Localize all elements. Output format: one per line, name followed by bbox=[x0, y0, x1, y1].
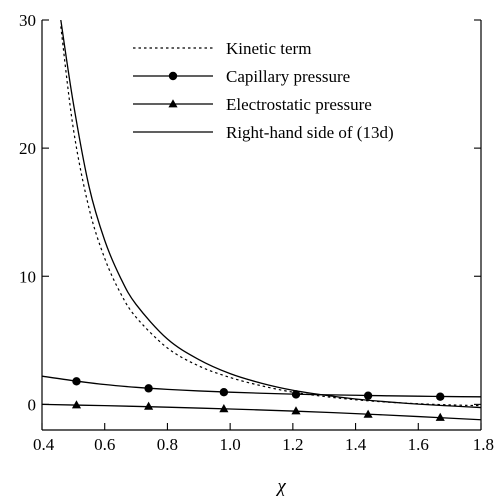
series-line-electrostatic-pressure bbox=[42, 403, 481, 421]
data-point-electrostatic-pressure bbox=[435, 412, 445, 421]
y-tick-label: 10 bbox=[19, 267, 36, 286]
legend-label-right-hand-side: Right-hand side of (13d) bbox=[226, 123, 394, 142]
x-tick-label: 1.2 bbox=[282, 435, 303, 454]
data-point-capillary-pressure bbox=[436, 392, 445, 401]
data-point-capillary-pressure bbox=[363, 391, 373, 400]
data-point-capillary-pressure bbox=[219, 388, 229, 397]
marker-layer bbox=[71, 377, 445, 421]
series-layer bbox=[42, 20, 481, 421]
x-tick-label: 0.8 bbox=[157, 435, 178, 454]
data-point-electrostatic-pressure bbox=[219, 404, 229, 413]
series-line-capillary-pressure bbox=[42, 375, 481, 398]
y-tick-label: 30 bbox=[19, 11, 36, 30]
x-tick-label: 1.0 bbox=[220, 435, 241, 454]
y-tick-label: 0 bbox=[28, 395, 37, 414]
data-point-capillary-pressure bbox=[72, 377, 81, 386]
x-tick-label: 0.4 bbox=[33, 435, 55, 454]
data-point-capillary-pressure bbox=[291, 390, 301, 399]
data-point-capillary-pressure bbox=[144, 384, 153, 393]
x-tick-label: 0.6 bbox=[94, 435, 115, 454]
series-line-right-hand-side bbox=[60, 20, 481, 409]
data-point-electrostatic-pressure bbox=[71, 400, 82, 409]
data-point-electrostatic-pressure bbox=[144, 401, 154, 410]
x-tick-label: 1.4 bbox=[345, 435, 367, 454]
legend-label-electrostatic-pressure: Electrostatic pressure bbox=[226, 95, 372, 114]
legend-label-capillary-pressure: Capillary pressure bbox=[226, 67, 350, 86]
legend-marker-electrostatic-pressure bbox=[168, 99, 178, 108]
legend-marker-capillary-pressure bbox=[168, 71, 178, 81]
axes-layer: 0.4 0.6 0.8 1.0 1.2 1.4 1.6 1.8 0 10 20 30 χ bbox=[19, 11, 494, 497]
legend-label-kinetic-term: Kinetic term bbox=[226, 39, 311, 58]
legend: Kinetic term Capillary pressure Electrosta… bbox=[133, 39, 394, 142]
y-tick-label: 20 bbox=[19, 139, 36, 158]
x-tick-label: 1.8 bbox=[473, 435, 494, 454]
x-tick-label: 1.6 bbox=[408, 435, 429, 454]
x-axis-title: χ bbox=[275, 476, 286, 497]
data-point-electrostatic-pressure bbox=[363, 409, 373, 418]
data-point-electrostatic-pressure bbox=[291, 406, 301, 415]
